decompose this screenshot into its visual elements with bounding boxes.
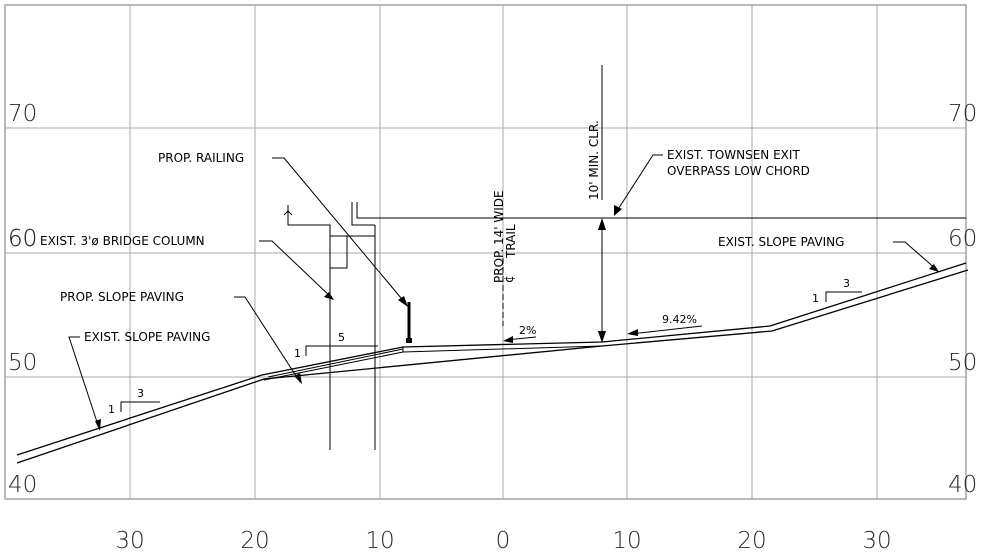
arrowhead (398, 296, 408, 307)
trail-label: TRAIL (504, 224, 518, 259)
overpass-leader (614, 154, 663, 215)
exist-slope-paving-left-leader (68, 336, 100, 429)
arrowhead (324, 292, 334, 300)
elevation-label: 60 (948, 226, 977, 252)
break-symbol (283, 210, 293, 216)
arrowhead (598, 218, 606, 230)
column-detail (351, 202, 375, 226)
prop-railing-leader (272, 157, 407, 305)
column-detail (330, 236, 348, 269)
offset-axis: 30 20 10 0 10 20 30 (115, 528, 891, 554)
prop-railing (406, 302, 412, 343)
elevation-label: 40 (8, 472, 37, 498)
slope-ratio-symbol (305, 345, 378, 356)
slope-ratio-run: 3 (843, 277, 850, 290)
arrowhead (929, 264, 939, 272)
slope-ratio-run: 5 (338, 331, 345, 344)
offset-label: 20 (240, 528, 269, 554)
cross-slope-2pct: 2% (503, 324, 536, 343)
prop-railing-label: PROP. RAILING (158, 151, 244, 165)
arrowhead (95, 419, 101, 431)
arrowhead (614, 205, 622, 216)
clearance-dimension: 10' MIN. CLR. (587, 65, 606, 343)
slope-ratio-rise: 1 (108, 403, 115, 416)
arrowhead (627, 329, 638, 336)
column-detail (287, 205, 331, 236)
elevation-label: 40 (948, 472, 977, 498)
slope-ratio-rise: 1 (294, 347, 301, 360)
offset-label: 30 (115, 528, 144, 554)
exist-ground-line-upper (16, 262, 967, 456)
arrowhead (598, 331, 606, 343)
elevation-label: 50 (8, 350, 37, 376)
overpass-label: EXIST. TOWNSEN EXIT (667, 148, 800, 162)
slope-2pct-label: 2% (519, 324, 536, 337)
slope-ratio-right: 1 3 (812, 277, 862, 305)
offset-label: 10 (365, 528, 394, 554)
clearance-label: 10' MIN. CLR. (587, 120, 601, 200)
overpass-low-chord (356, 202, 966, 219)
paving-profile (16, 262, 969, 464)
prop-slope-paving-label: PROP. SLOPE PAVING (60, 290, 184, 304)
bridge-column-leader (259, 240, 333, 299)
exist-slope-paving-right-label: EXIST. SLOPE PAVING (718, 235, 844, 249)
offset-label: 10 (612, 528, 641, 554)
offset-label: 30 (862, 528, 891, 554)
slope-ratio-left: 1 3 (108, 387, 160, 416)
elevation-label: 50 (948, 350, 977, 376)
elevation-label: 70 (8, 101, 37, 127)
exist-slope-paving-right-leader (893, 241, 938, 271)
bridge-column (283, 202, 966, 450)
overpass-label: OVERPASS LOW CHORD (667, 164, 810, 178)
slope-942pct: 9.42% (627, 313, 703, 336)
slope-arrow (629, 325, 703, 335)
arrowhead (294, 373, 302, 384)
slope-ratio-rise: 1 (812, 292, 819, 305)
grid (4, 4, 967, 500)
slope-ratio-symbol (120, 401, 160, 412)
exist-slope-paving-left-label: EXIST. SLOPE PAVING (84, 330, 210, 344)
bridge-column-label: EXIST. 3'ø BRIDGE COLUMN (40, 234, 205, 248)
offset-label: 20 (737, 528, 766, 554)
arrowhead (503, 336, 513, 343)
slope-942pct-label: 9.42% (662, 313, 697, 326)
prop-slope-paving-leader (234, 296, 301, 383)
grid-frame (4, 4, 967, 500)
railing-base (406, 338, 412, 343)
elevation-label: 60 (8, 226, 37, 252)
slope-ratio-symbol (825, 291, 862, 302)
offset-label: 0 (496, 528, 511, 554)
elevation-label: 70 (948, 101, 977, 127)
slope-ratio-mid: 1 5 (294, 331, 378, 360)
centerline-symbol: ¢ (502, 275, 516, 283)
elevation-label: 60 (8, 226, 37, 252)
prop-slope-paving-line (267, 348, 404, 378)
trail-label: PROP. 14' WIDE (492, 190, 506, 283)
slope-ratio-run: 3 (137, 387, 144, 400)
